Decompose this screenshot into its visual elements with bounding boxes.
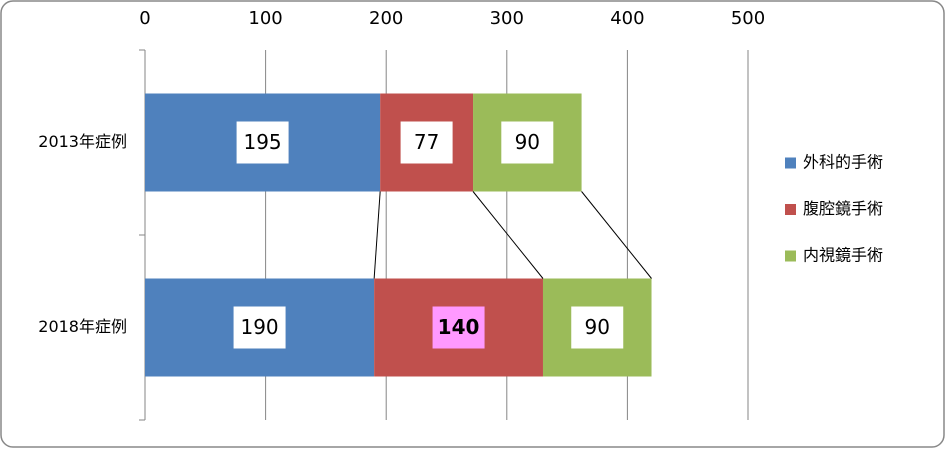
x-tick-label: 100 [248, 8, 282, 29]
data-label: 77 [414, 130, 439, 154]
y-tick-label: 2018年症例 [38, 317, 127, 336]
data-label-box [400, 121, 453, 164]
data-label: 190 [240, 315, 278, 339]
series-line [581, 191, 652, 279]
data-label-box [236, 121, 289, 164]
x-tick-label: 400 [610, 8, 644, 29]
series-line [472, 191, 544, 279]
x-tick-label: 300 [490, 8, 524, 29]
x-tick-label: 500 [731, 8, 765, 29]
x-tick-label: 200 [369, 8, 403, 29]
data-label: 90 [585, 315, 610, 339]
x-tick-label: 0 [139, 8, 150, 29]
legend-label: 腹腔鏡手術 [803, 199, 883, 218]
data-label-box [501, 121, 554, 164]
legend-swatch [785, 250, 796, 262]
data-label-box [571, 306, 624, 349]
legend-label: 外科的手術 [803, 153, 883, 172]
data-label: 140 [438, 315, 480, 339]
data-label: 195 [243, 130, 281, 154]
series-line [373, 191, 381, 279]
legend-swatch [785, 157, 796, 169]
legend-swatch [785, 204, 796, 215]
legend-label: 内視鏡手術 [803, 246, 883, 265]
data-label: 90 [515, 130, 540, 154]
data-label-box [233, 306, 286, 349]
y-tick-label: 2013年症例 [38, 132, 127, 151]
data-label-box [432, 306, 485, 349]
